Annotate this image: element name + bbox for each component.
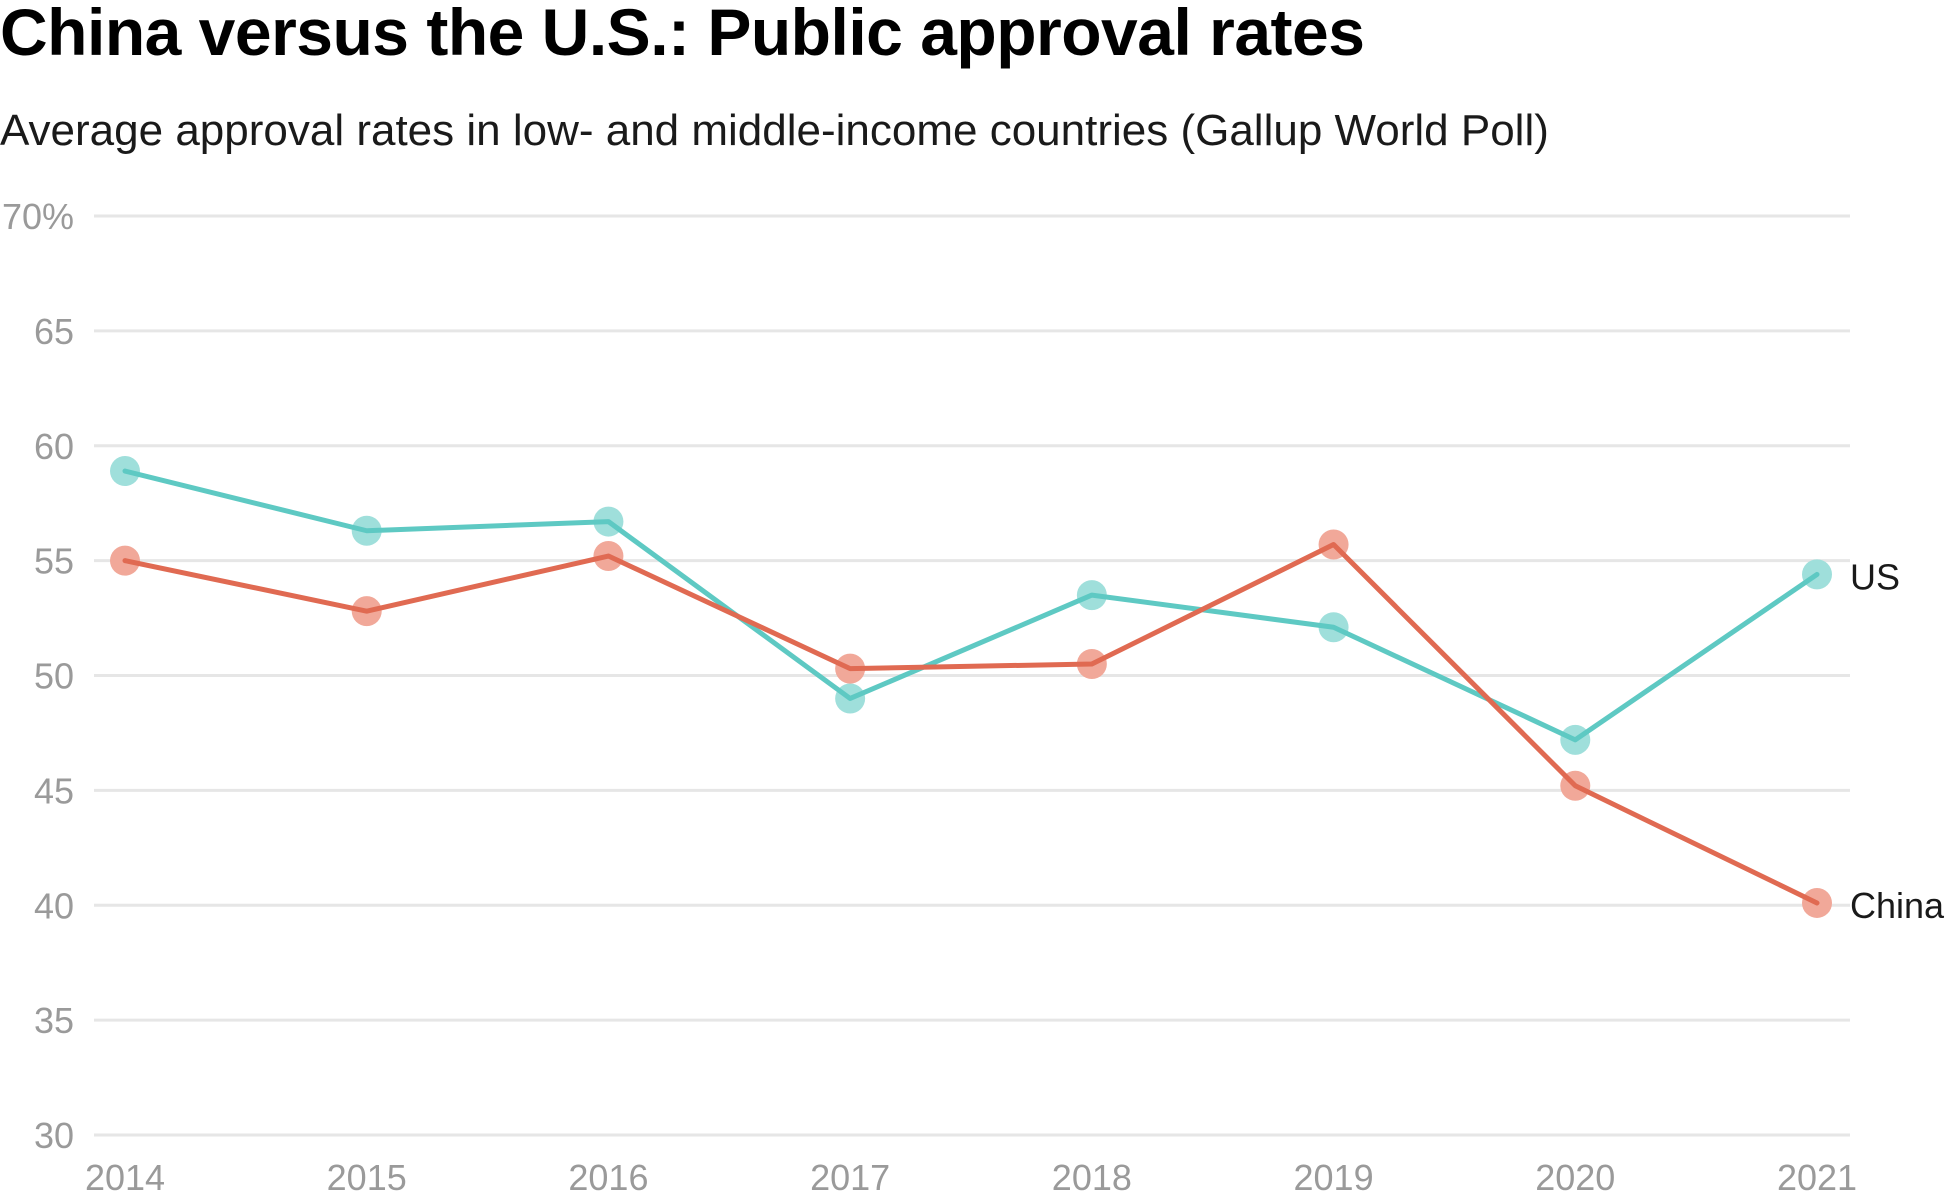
x-tick-label: 2018 bbox=[1052, 1157, 1132, 1193]
series-layer bbox=[110, 456, 1832, 918]
y-tick-label: 65 bbox=[34, 311, 74, 352]
y-tick-label: 30 bbox=[34, 1115, 74, 1156]
y-tick-label: 35 bbox=[34, 1000, 74, 1041]
x-tick-label: 2015 bbox=[327, 1157, 407, 1193]
x-tick-label: 2019 bbox=[1294, 1157, 1374, 1193]
x-tick-label: 2014 bbox=[85, 1157, 165, 1193]
y-tick-label: 45 bbox=[34, 770, 74, 811]
y-tick-label: 60 bbox=[34, 426, 74, 467]
y-tick-label: 50 bbox=[34, 656, 74, 697]
china-points bbox=[110, 530, 1832, 918]
x-axis: 2014 2015 2016 2017 2018 2019 2020 2021 bbox=[85, 1157, 1857, 1193]
x-tick-label: 2020 bbox=[1535, 1157, 1615, 1193]
china-series-label: China bbox=[1850, 885, 1945, 926]
x-tick-label: 2021 bbox=[1777, 1157, 1857, 1193]
y-tick-label: 70% bbox=[2, 196, 74, 237]
china-series-line bbox=[125, 545, 1817, 903]
y-axis: 30 35 40 45 50 55 60 65 70% bbox=[2, 196, 74, 1156]
grid-layer bbox=[94, 216, 1850, 1135]
us-series-label: US bbox=[1850, 556, 1900, 597]
series-labels: US China bbox=[1850, 556, 1945, 926]
x-tick-label: 2016 bbox=[568, 1157, 648, 1193]
y-tick-label: 55 bbox=[34, 541, 74, 582]
x-tick-label: 2017 bbox=[810, 1157, 890, 1193]
y-tick-label: 40 bbox=[34, 885, 74, 926]
